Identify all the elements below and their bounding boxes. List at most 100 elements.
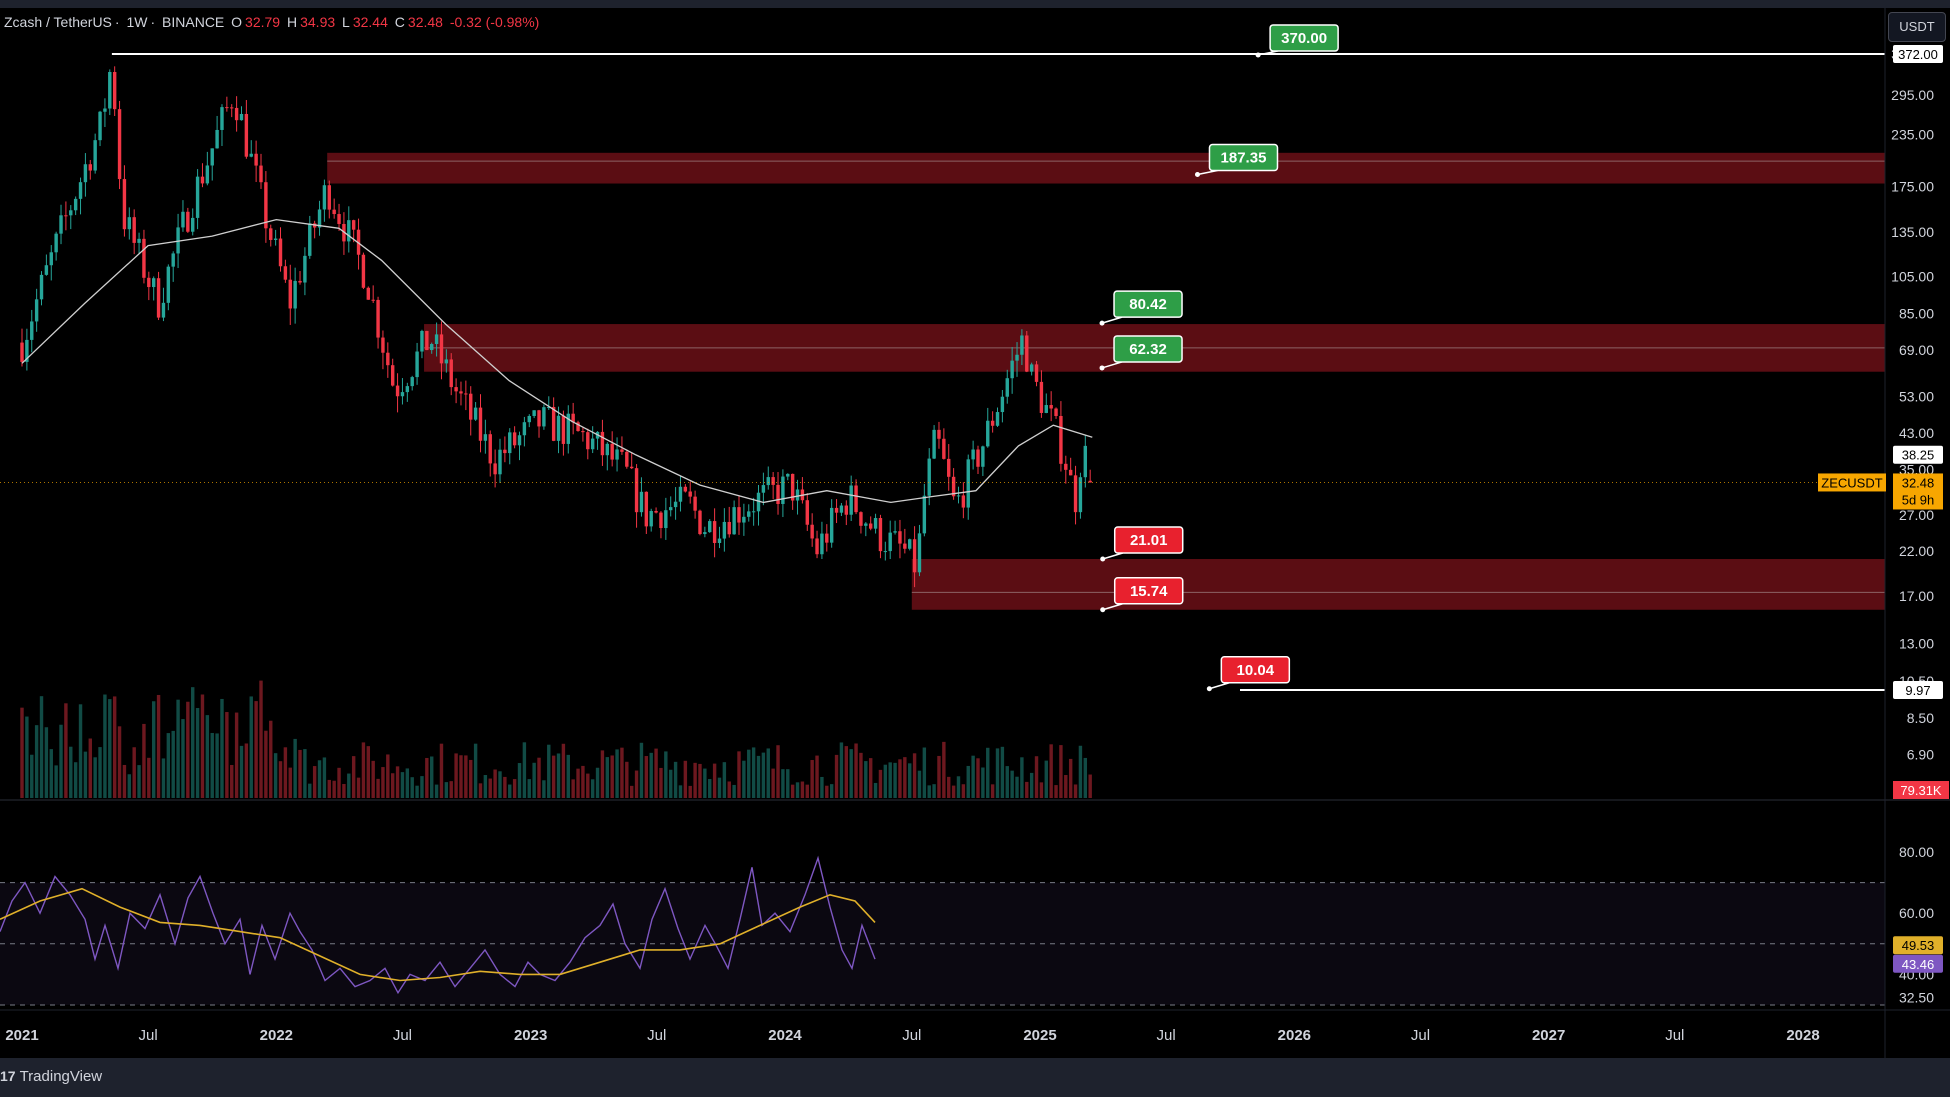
candle-body xyxy=(478,407,483,441)
symbol-legend: Zcash / TetherUS · 1W · BINANCE O 32.79 H 34… xyxy=(4,14,540,30)
price-chart-canvas[interactable]: 370.00 187.35 80.42 62.32 21.01 15.74 10.04 80… xyxy=(0,0,1950,1058)
price-axis-tick: 85.00 xyxy=(1899,305,1934,321)
volume-bar xyxy=(693,762,697,798)
candle-body xyxy=(191,217,195,232)
volume-bar xyxy=(122,764,127,798)
time-axis-tick: Jul xyxy=(1411,1027,1430,1044)
candle-body xyxy=(1088,480,1092,483)
volume-bar xyxy=(795,782,800,798)
candle-body xyxy=(717,538,722,543)
volume-bar xyxy=(664,751,668,798)
volume-bar xyxy=(1005,766,1009,798)
volume-bar xyxy=(995,748,1000,798)
price-callout[interactable] xyxy=(1113,526,1184,554)
price-callout[interactable] xyxy=(1208,143,1279,172)
volume-bar xyxy=(1064,775,1068,798)
candle-body xyxy=(986,420,990,447)
candle-body xyxy=(1029,364,1034,372)
price-callout[interactable] xyxy=(1220,656,1291,684)
volume-bar xyxy=(937,755,941,798)
candle-body xyxy=(20,342,24,362)
volume-bar xyxy=(810,760,814,798)
volume-bar xyxy=(800,781,805,798)
time-axis-tick: 2023 xyxy=(514,1027,547,1044)
candle-body xyxy=(947,458,951,477)
footer-bar xyxy=(0,1058,1950,1097)
candle-body xyxy=(771,477,775,485)
candle-body xyxy=(347,220,351,242)
candle-body xyxy=(888,532,892,552)
candle-body xyxy=(264,182,268,229)
candle-body xyxy=(571,413,575,423)
volume-bar xyxy=(156,694,161,798)
candle-body xyxy=(332,209,336,215)
interval-label[interactable]: 1W xyxy=(126,14,148,30)
volume-bar xyxy=(488,778,492,798)
volume-bar xyxy=(615,749,619,798)
candle-body xyxy=(49,252,53,266)
candle-body xyxy=(1049,405,1053,409)
price-callout-label: 10.04 xyxy=(1237,662,1275,679)
candle-body xyxy=(649,510,653,527)
callout-anchor xyxy=(1194,172,1200,178)
candle-body xyxy=(805,500,809,525)
volume-tag xyxy=(1893,781,1949,799)
volume-bar xyxy=(171,730,175,798)
volume-bar xyxy=(186,701,190,798)
candle-body xyxy=(308,223,312,256)
volume-bar xyxy=(1039,782,1044,798)
sr-zone xyxy=(911,559,1885,610)
volume-bar xyxy=(600,750,605,798)
price-callout[interactable] xyxy=(1113,335,1183,363)
volume-bar xyxy=(351,756,356,798)
symbol-name[interactable]: Zcash / TetherUS xyxy=(4,14,112,30)
time-axis-tick: Jul xyxy=(1665,1027,1684,1044)
volume-bar xyxy=(971,755,975,798)
price-callout[interactable] xyxy=(1269,24,1339,52)
volume-bar xyxy=(522,742,527,798)
candle-body xyxy=(186,211,190,232)
volume-bar xyxy=(986,747,990,798)
candle-body xyxy=(239,113,244,121)
volume-bar xyxy=(756,755,761,798)
candle-body xyxy=(893,531,897,533)
high-value: 34.93 xyxy=(300,14,336,30)
volume-bar xyxy=(59,724,63,798)
price-callout[interactable] xyxy=(1113,290,1183,318)
volume-bar xyxy=(317,760,322,798)
volume-bar xyxy=(859,752,863,798)
volume-bar xyxy=(771,768,775,798)
candle-body xyxy=(176,227,180,254)
top-toolbar-strip xyxy=(0,0,1950,8)
price-axis-tick: 235.00 xyxy=(1891,127,1934,143)
price-axis-tick: 22.00 xyxy=(1899,543,1934,559)
price-callout[interactable] xyxy=(1113,577,1184,605)
time-axis-tick: 2028 xyxy=(1786,1027,1819,1044)
candle-body xyxy=(932,429,936,459)
volume-bar xyxy=(88,738,92,798)
candle-body xyxy=(181,211,185,228)
volume-bar xyxy=(78,704,83,798)
callout-pointer xyxy=(1101,361,1123,369)
candle-body xyxy=(69,210,73,216)
candle-body xyxy=(620,449,624,452)
price-callout-label: 62.32 xyxy=(1129,341,1167,358)
volume-bar xyxy=(230,764,234,798)
tradingview-brand[interactable]: 17 TradingView xyxy=(0,1068,102,1085)
volume-bar xyxy=(571,779,575,798)
candle-body xyxy=(142,238,146,278)
volume-bar xyxy=(678,785,683,798)
callout-anchor xyxy=(1099,365,1105,371)
candle-body xyxy=(39,274,44,300)
candle-body xyxy=(473,407,478,420)
candle-body xyxy=(44,265,49,275)
price-axis-tick: 135.00 xyxy=(1891,224,1934,240)
volume-bar xyxy=(303,749,307,798)
volume-bar xyxy=(342,783,346,798)
level-tag-label: 9.97 xyxy=(1905,683,1930,698)
volume-bar xyxy=(1078,745,1083,798)
candle-body xyxy=(688,491,692,497)
currency-button[interactable]: USDT xyxy=(1888,12,1946,42)
candle-body xyxy=(917,533,922,573)
volume-bar xyxy=(430,756,434,798)
